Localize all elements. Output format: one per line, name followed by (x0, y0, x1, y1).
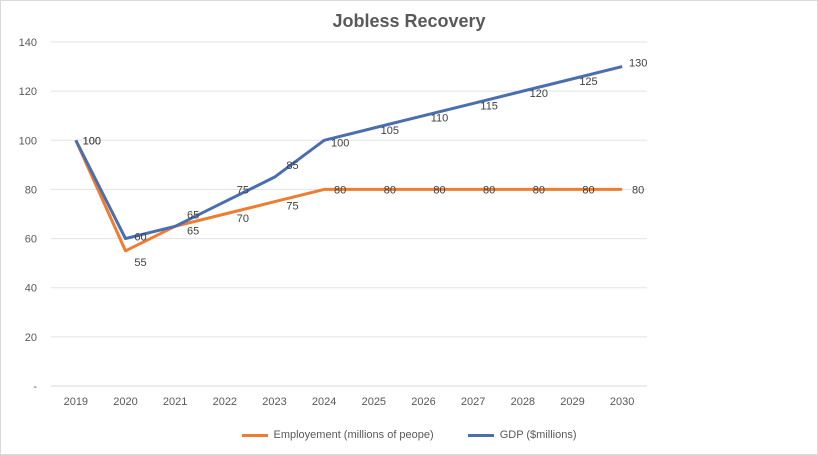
employment-data-label: 70 (237, 213, 249, 225)
employment-line (74, 139, 623, 253)
employment-data-label: 80 (334, 184, 346, 196)
legend-label-gdp: GDP ($millions) (499, 429, 577, 441)
x-tick-label: 2019 (64, 396, 88, 408)
x-tick-label: 2024 (312, 396, 336, 408)
legend: Employement (millions of peope) GDP ($mi… (1, 429, 817, 441)
x-tick-label: 2028 (511, 396, 535, 408)
gdp-data-label: 130 (629, 58, 647, 70)
gdp-data-label: 120 (530, 88, 548, 100)
gdp-line (74, 65, 623, 241)
x-tick-label: 2022 (213, 396, 237, 408)
gdp-data-label: 85 (286, 160, 298, 172)
employment-data-label: 80 (384, 184, 396, 196)
x-tick-label: 2026 (411, 396, 435, 408)
y-tick-label: 20 (25, 332, 37, 344)
x-tick-label: 2020 (113, 396, 137, 408)
y-tick-label: 100 (19, 135, 37, 147)
gdp-data-label: 75 (237, 185, 249, 197)
employment-data-label: 80 (483, 184, 495, 196)
legend-item-gdp: GDP ($millions) (467, 429, 577, 441)
employment-data-label: 80 (533, 184, 545, 196)
gdp-data-label: 125 (579, 76, 597, 88)
employment-data-label: 80 (632, 184, 644, 196)
gdp-data-label: 115 (480, 100, 498, 112)
y-tick-label: 120 (19, 86, 37, 98)
x-tick-label: 2029 (560, 396, 584, 408)
gdp-data-label: 105 (381, 125, 399, 137)
legend-swatch-employment (241, 433, 268, 437)
chart-title: Jobless Recovery (332, 11, 486, 31)
employment-data-label: 65 (187, 225, 199, 237)
x-tick-label: 2027 (461, 396, 485, 408)
gdp-data-label: 65 (187, 209, 199, 221)
legend-item-employment: Employement (millions of peope) (241, 429, 434, 441)
legend-label-employment: Employement (millions of peope) (273, 429, 434, 441)
employment-data-label: 55 (134, 257, 146, 269)
y-tick-label: - (33, 381, 37, 393)
employment-data-label: 80 (433, 184, 445, 196)
gdp-data-label: 110 (431, 113, 449, 125)
gdp-data-label: 60 (134, 232, 146, 244)
y-tick-label: 60 (25, 234, 37, 246)
employment-data-label: 100 (83, 135, 101, 147)
employment-data-label: 80 (582, 184, 594, 196)
x-tick-label: 2025 (362, 396, 386, 408)
employment-data-label: 75 (286, 201, 298, 213)
y-tick-label: 140 (19, 37, 37, 49)
gdp-data-label: 100 (83, 135, 101, 147)
legend-swatch-gdp (467, 433, 494, 437)
x-tick-label: 2021 (163, 396, 187, 408)
x-tick-label: 2030 (610, 396, 634, 408)
x-tick-label: 2023 (262, 396, 286, 408)
y-tick-label: 80 (25, 184, 37, 196)
y-tick-label: 40 (25, 283, 37, 295)
gdp-data-label: 100 (331, 137, 349, 149)
